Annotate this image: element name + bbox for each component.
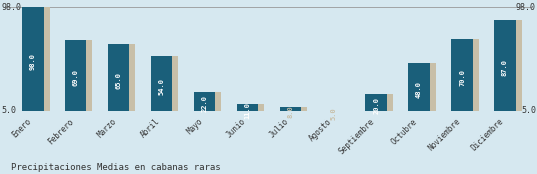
Bar (494, 20, 516, 116)
Text: 5.0: 5.0 (330, 107, 336, 120)
Text: 98.0: 98.0 (30, 53, 36, 70)
Bar (22, 7, 43, 116)
Bar (451, 38, 473, 116)
Text: 87.0: 87.0 (502, 59, 508, 76)
Text: 98.0: 98.0 (516, 3, 536, 12)
Bar (237, 104, 258, 116)
Text: 8.0: 8.0 (287, 105, 293, 118)
Bar (237, 104, 264, 116)
Bar (109, 44, 135, 116)
Text: 48.0: 48.0 (416, 81, 422, 98)
Bar (280, 107, 301, 116)
Text: 54.0: 54.0 (158, 78, 164, 95)
Text: 70.0: 70.0 (459, 69, 465, 86)
Bar (495, 20, 521, 116)
Text: 20.0: 20.0 (373, 97, 379, 114)
Bar (366, 94, 393, 116)
Bar (366, 94, 387, 116)
Text: 22.0: 22.0 (201, 96, 207, 112)
Text: 69.0: 69.0 (72, 69, 79, 86)
Text: 5.0: 5.0 (0, 173, 1, 174)
Bar (65, 40, 86, 116)
Text: 98.0: 98.0 (1, 3, 21, 12)
Bar (280, 107, 307, 116)
Bar (194, 92, 221, 116)
Bar (66, 40, 92, 116)
Bar (452, 38, 479, 116)
Bar (323, 111, 350, 116)
Text: 5.0: 5.0 (1, 106, 16, 115)
Bar (151, 56, 172, 116)
Bar (151, 56, 178, 116)
Bar (108, 44, 129, 116)
Text: 5.0: 5.0 (521, 106, 536, 115)
Text: 98.0: 98.0 (0, 173, 1, 174)
Text: 11.0: 11.0 (244, 102, 250, 118)
Bar (408, 63, 430, 116)
Bar (409, 63, 436, 116)
Bar (323, 111, 344, 116)
Bar (194, 92, 215, 116)
Bar (23, 7, 49, 116)
Text: Precipitaciones Medias en cabanas raras: Precipitaciones Medias en cabanas raras (11, 163, 220, 172)
Text: 65.0: 65.0 (115, 72, 122, 89)
